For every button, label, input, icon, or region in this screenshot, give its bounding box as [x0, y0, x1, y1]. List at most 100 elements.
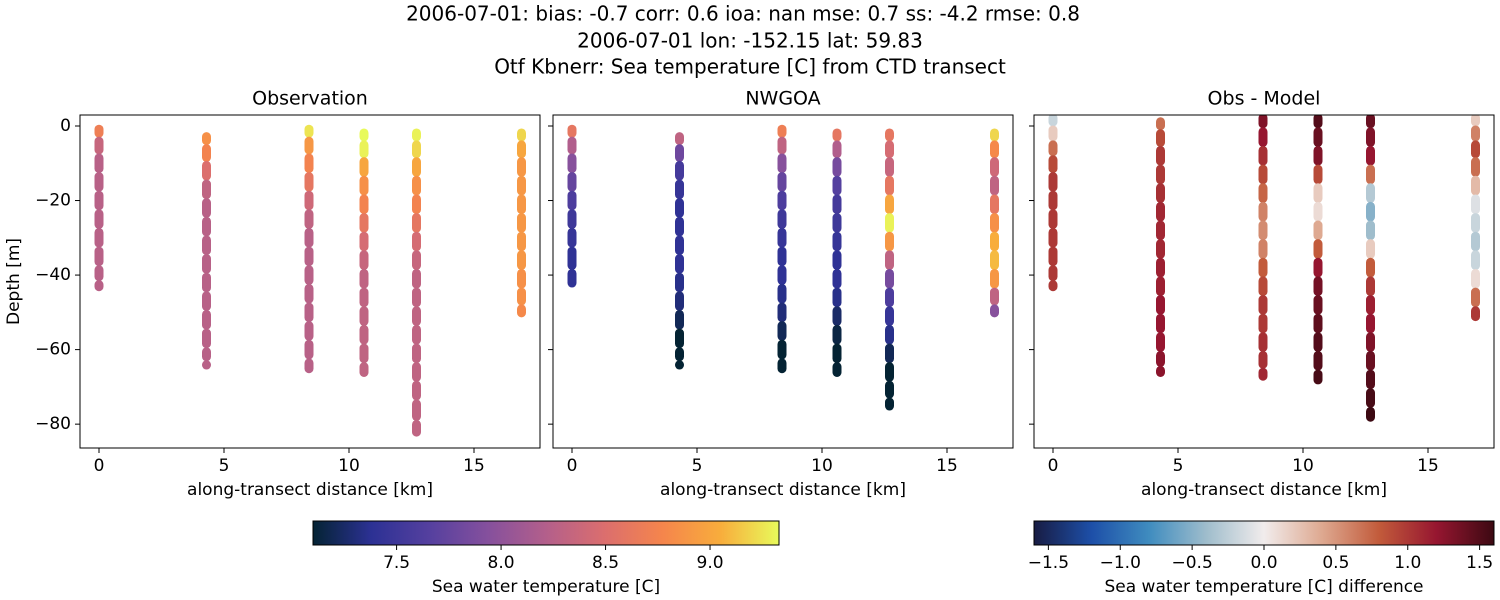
point [1471, 125, 1480, 142]
point [1471, 194, 1480, 215]
point [412, 324, 421, 345]
point [1366, 369, 1375, 390]
point [94, 153, 104, 174]
point [675, 309, 684, 330]
point [990, 287, 999, 306]
point [990, 194, 999, 215]
point [832, 362, 842, 377]
axes-frame [1033, 114, 1495, 449]
panel-title: Obs - Model [1208, 88, 1321, 110]
point [1258, 239, 1268, 259]
colorbar [1033, 520, 1495, 546]
point [1156, 365, 1165, 377]
point [1313, 332, 1323, 352]
point [412, 362, 421, 382]
x-tick-label: 0 [1048, 456, 1059, 476]
point [517, 287, 526, 306]
point [567, 246, 577, 270]
point [517, 268, 526, 289]
point [1313, 350, 1323, 371]
point [1313, 201, 1323, 222]
point [885, 324, 894, 345]
point [567, 136, 577, 155]
point [517, 194, 526, 215]
point [567, 153, 577, 174]
point [1156, 350, 1165, 367]
point [1366, 388, 1375, 408]
point [567, 172, 577, 192]
colorbar-tick-label: 8.0 [488, 553, 515, 573]
point [304, 124, 314, 138]
point [832, 140, 842, 159]
point [1313, 239, 1323, 259]
point [1471, 157, 1480, 177]
point [202, 160, 211, 181]
colorbar-tick-label: 9.0 [697, 553, 724, 573]
point [1258, 257, 1268, 278]
point [359, 194, 369, 215]
point [675, 254, 684, 274]
point [1156, 257, 1165, 278]
x-tick-label: 0 [567, 456, 578, 476]
point [885, 380, 894, 399]
point [1156, 164, 1165, 185]
point [359, 231, 369, 252]
point [202, 198, 211, 218]
point [1366, 201, 1375, 222]
point [94, 280, 104, 292]
point [1366, 115, 1375, 129]
point [1258, 145, 1268, 166]
point [1313, 183, 1323, 203]
point [1258, 127, 1268, 147]
point [517, 250, 526, 270]
point [202, 272, 211, 293]
point [1156, 295, 1165, 315]
point [777, 321, 787, 341]
point [1156, 220, 1165, 241]
x-tick-label: 15 [1417, 456, 1439, 476]
point [94, 124, 104, 138]
point [359, 213, 369, 233]
point [885, 194, 894, 215]
point [675, 235, 684, 256]
point [990, 213, 999, 233]
point [777, 283, 787, 304]
point [777, 246, 787, 267]
point [412, 231, 421, 252]
point [885, 268, 894, 289]
point [202, 309, 211, 330]
point [202, 360, 211, 370]
point [202, 235, 211, 256]
point [202, 328, 211, 349]
point [359, 343, 369, 364]
point [304, 358, 314, 374]
point [832, 306, 842, 326]
point [1313, 313, 1323, 334]
colorbar-tick-label: −1.5 [1028, 553, 1069, 573]
point [412, 380, 421, 401]
point [1258, 350, 1268, 369]
point [1366, 276, 1375, 297]
point [412, 157, 421, 177]
figure-subtitle: Otf Kbnerr: Sea temperature [C] from CTD… [494, 55, 1006, 79]
y-tick-label: −60 [35, 340, 71, 360]
point [1366, 332, 1375, 352]
point [567, 268, 577, 288]
panel-title: NWGOA [745, 88, 820, 110]
point [675, 360, 684, 370]
point [1471, 140, 1480, 159]
point [304, 190, 314, 211]
point [885, 306, 894, 326]
point [1471, 213, 1480, 233]
point [1258, 183, 1268, 203]
point [675, 160, 684, 181]
point [1048, 209, 1058, 229]
point [304, 172, 314, 192]
point [567, 124, 577, 138]
point [94, 136, 104, 155]
point [832, 343, 842, 364]
point [1258, 313, 1268, 334]
colorbar-tick-label: 1.0 [1394, 553, 1421, 573]
point [990, 128, 999, 142]
